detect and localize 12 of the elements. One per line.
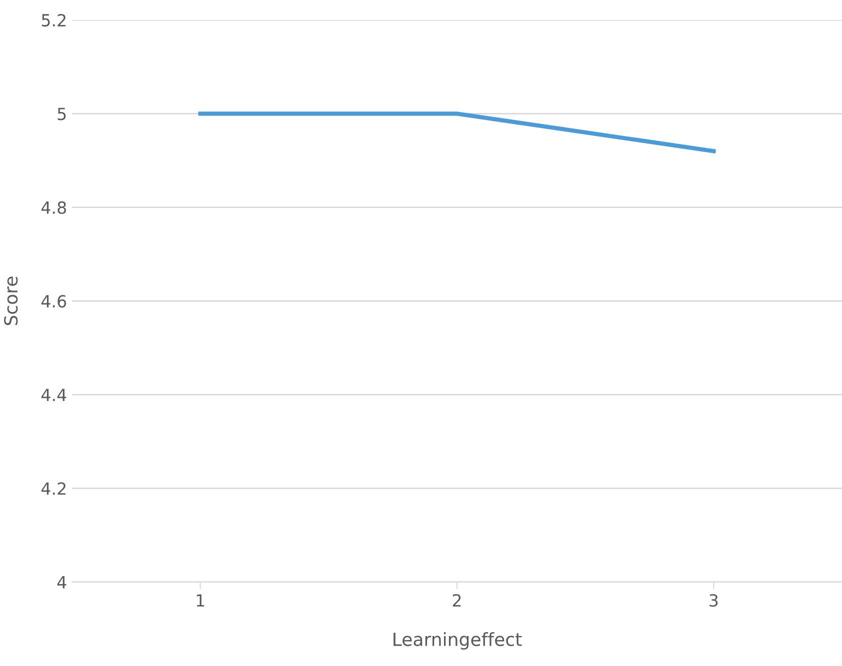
x-tick-label: 3 — [710, 594, 718, 607]
y-tick-label: 4.8 — [41, 201, 66, 214]
x-tick-label: 1 — [196, 594, 204, 606]
x-tick-label: 2 — [452, 594, 461, 606]
y-tick-label: 4.4 — [41, 388, 66, 401]
y-tick-label: 5 — [58, 108, 66, 120]
y-tick-label: 4 — [57, 576, 66, 588]
x-axis-title: Learningeffect — [394, 632, 522, 650]
y-tick-label: 5.2 — [42, 14, 66, 27]
y-tick-label: 4.6 — [41, 294, 66, 308]
y-tick-label: 4.2 — [41, 482, 66, 495]
y-axis-title: Score — [4, 276, 18, 326]
